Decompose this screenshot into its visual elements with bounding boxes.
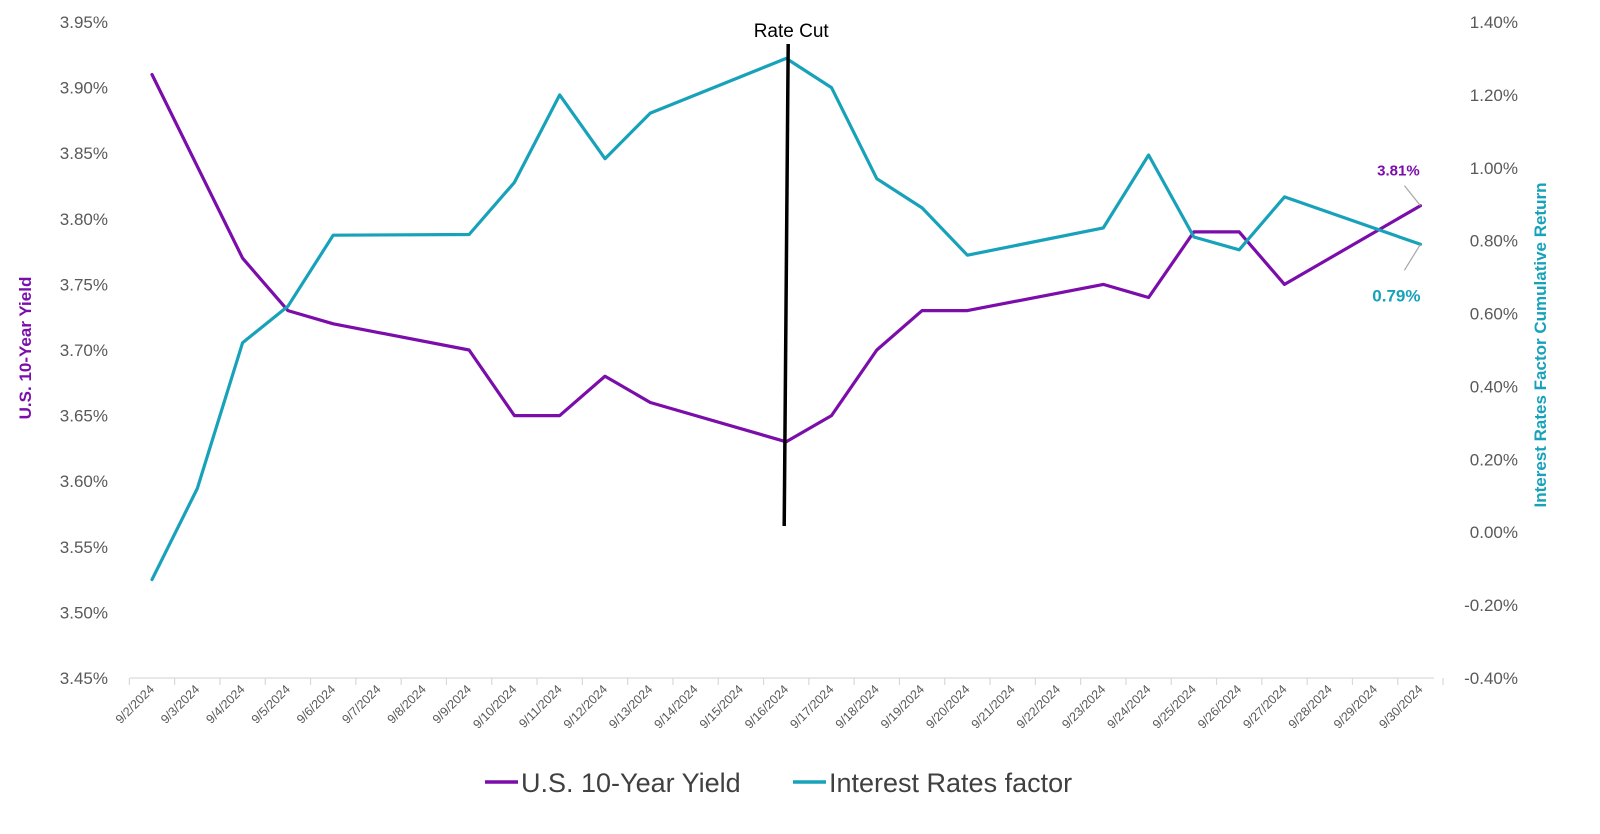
y-left-tick-label: 3.95% bbox=[60, 13, 108, 32]
chart-axes: 9/2/2024 9/3/2024 9/4/2024 9/5/2024 9/6/2024… bbox=[16, 13, 1550, 731]
x-tick-label: 9/3/2024 bbox=[158, 682, 202, 726]
x-tick-label: 9/4/2024 bbox=[203, 682, 247, 726]
x-tick-label: 9/7/2024 bbox=[339, 682, 383, 726]
x-tick-label: 9/20/2024 bbox=[923, 682, 972, 731]
data-label: 3.81% bbox=[1377, 163, 1420, 180]
y-left-tick-label: 3.75% bbox=[60, 275, 108, 294]
x-tick-label: 9/10/2024 bbox=[470, 682, 519, 731]
x-tick-label: 9/11/2024 bbox=[516, 682, 565, 731]
series-line-us-10-year-yield bbox=[150, 72, 1422, 444]
rate-cut-line bbox=[782, 43, 790, 527]
x-tick-label: 9/16/2024 bbox=[742, 682, 791, 731]
x-tick-label: 9/2/2024 bbox=[113, 682, 157, 726]
x-tick-label: 9/8/2024 bbox=[385, 682, 429, 726]
x-tick-label: 9/19/2024 bbox=[878, 682, 927, 731]
y-right-tick-label: 1.20% bbox=[1470, 86, 1518, 105]
y-left-tick-label: 3.85% bbox=[60, 144, 108, 163]
y-left-tick-label: 3.90% bbox=[60, 79, 108, 98]
y-left-tick-label: 3.55% bbox=[60, 538, 108, 557]
data-label-leader bbox=[1403, 185, 1421, 207]
x-tick-label: 9/18/2024 bbox=[833, 682, 882, 731]
x-tick-label: 9/9/2024 bbox=[430, 682, 474, 726]
x-tick-label: 9/25/2024 bbox=[1150, 682, 1199, 731]
y-left-tick-label: 3.50% bbox=[60, 603, 108, 622]
y-left-tick-label: 3.60% bbox=[60, 472, 108, 491]
y-right-tick-label: 1.00% bbox=[1470, 159, 1518, 178]
x-tick-label: 9/17/2024 bbox=[787, 682, 836, 731]
legend-label: U.S. 10-Year Yield bbox=[521, 768, 741, 798]
data-label-leader bbox=[1403, 243, 1421, 271]
x-tick-label: 9/15/2024 bbox=[697, 682, 746, 731]
y-right-tick-label: 1.40% bbox=[1470, 13, 1518, 32]
x-tick-label: 9/29/2024 bbox=[1331, 682, 1380, 731]
chart-series-lines bbox=[150, 56, 1422, 582]
x-tick-label: 9/24/2024 bbox=[1105, 682, 1154, 731]
chart-labels: Rate Cut 3.81% 0.79% bbox=[754, 21, 1421, 527]
x-tick-label: 9/5/2024 bbox=[249, 682, 293, 726]
x-tick-label: 9/27/2024 bbox=[1240, 682, 1289, 731]
y-right-tick-label: -0.40% bbox=[1464, 669, 1518, 688]
x-tick-label: 9/23/2024 bbox=[1059, 682, 1108, 731]
x-tick-label: 9/28/2024 bbox=[1286, 682, 1335, 731]
y-left-axis-title: U.S. 10-Year Yield bbox=[16, 277, 35, 420]
x-tick-label: 9/30/2024 bbox=[1376, 682, 1425, 731]
x-tick-label: 9/26/2024 bbox=[1195, 682, 1244, 731]
x-tick-label: 9/6/2024 bbox=[294, 682, 338, 726]
y-left-tick-label: 3.80% bbox=[60, 210, 108, 229]
chart-legend: U.S. 10-Year Yield Interest Rates factor bbox=[485, 768, 1072, 798]
y-left-tick-label: 3.70% bbox=[60, 341, 108, 360]
y-right-axis-title: Interest Rates Factor Cumulative Return bbox=[1531, 183, 1550, 508]
x-tick-label: 9/13/2024 bbox=[606, 682, 655, 731]
x-tick-label: 9/22/2024 bbox=[1014, 682, 1063, 731]
x-tick-label: 9/12/2024 bbox=[561, 682, 610, 731]
y-right-tick-label: 0.20% bbox=[1470, 450, 1518, 469]
x-tick-label: 9/14/2024 bbox=[652, 682, 701, 731]
y-right-tick-label: 0.40% bbox=[1470, 377, 1518, 396]
rate-cut-label: Rate Cut bbox=[754, 21, 830, 42]
data-label: 0.79% bbox=[1372, 286, 1420, 305]
y-right-tick-label: 0.60% bbox=[1470, 305, 1518, 324]
y-right-tick-label: 0.80% bbox=[1470, 232, 1518, 251]
y-left-tick-label: 3.45% bbox=[60, 669, 108, 688]
y-right-tick-label: 0.00% bbox=[1470, 523, 1518, 542]
y-left-tick-label: 3.65% bbox=[60, 407, 108, 426]
y-right-tick-label: -0.20% bbox=[1464, 596, 1518, 615]
legend-label: Interest Rates factor bbox=[829, 768, 1072, 798]
x-tick-label: 9/21/2024 bbox=[969, 682, 1018, 731]
